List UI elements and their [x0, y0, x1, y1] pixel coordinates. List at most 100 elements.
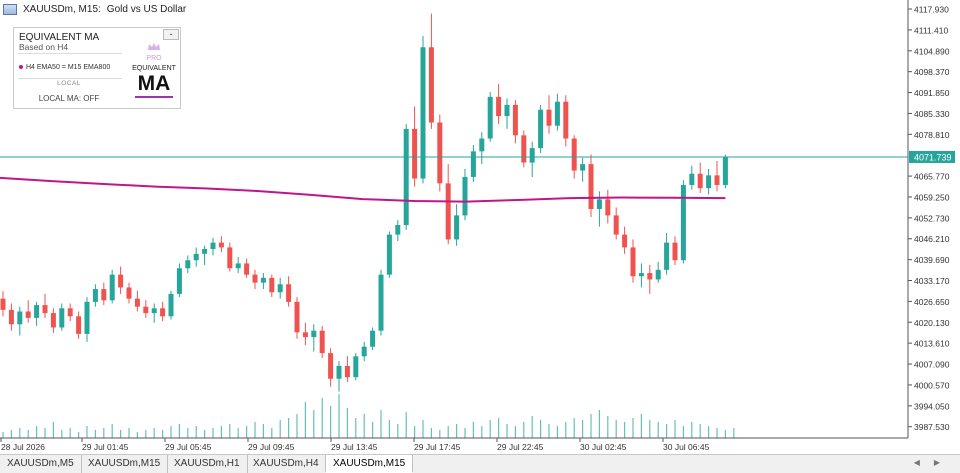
candle-body — [160, 308, 166, 317]
price-tick-label: 3987.530 — [914, 422, 950, 432]
price-tick-label: 4026.650 — [914, 297, 950, 307]
candle-body — [395, 225, 401, 235]
pro-logo: PRO EQUIVALENT MA — [128, 42, 180, 108]
tab-xauusdm-m15-active[interactable]: XAUUSDm,M15 — [325, 455, 414, 473]
candle-body — [353, 356, 359, 378]
candle-body — [370, 330, 376, 347]
candle-body — [59, 308, 65, 328]
candle-body — [479, 138, 485, 152]
price-tick-label: 4098.370 — [914, 67, 950, 77]
time-tick-label: 29 Jul 01:45 — [82, 442, 129, 452]
candle-body — [437, 122, 443, 184]
candle-body — [504, 104, 510, 117]
candle-body — [42, 305, 48, 314]
price-tick-label: 3994.050 — [914, 401, 950, 411]
candle-body — [664, 242, 670, 270]
candle-body — [84, 301, 90, 334]
chart-tabs-bar: XAUUSDm,M5 XAUUSDm,M15 XAUUSDm,H1 XAUUSD… — [0, 454, 960, 473]
price-chart[interactable]: 4071.739 4117.930 4111.410 4104.890 4098.37… — [0, 0, 960, 454]
candle-body — [613, 215, 619, 235]
ema-equivalence-text: H4 EMA50 = M15 EMA800 — [26, 64, 111, 71]
candle-body — [134, 298, 140, 307]
current-price-layer: 4071.739 — [0, 150, 955, 163]
candles — [0, 13, 728, 392]
tab-xauusdm-h4[interactable]: XAUUSDm,H4 — [246, 455, 327, 473]
candle-body — [176, 268, 182, 294]
candle-body — [67, 308, 73, 317]
candle-body — [462, 176, 468, 216]
candle-body — [76, 316, 82, 334]
panel-subtitle: Based on H4 — [19, 42, 69, 52]
tab-xauusdm-m5[interactable]: XAUUSDm,M5 — [0, 455, 82, 473]
window-description: Gold vs US Dollar — [106, 3, 187, 15]
candle-body — [311, 330, 317, 338]
candle-body — [378, 274, 384, 331]
candle-body — [252, 274, 258, 283]
tab-xauusdm-m15[interactable]: XAUUSDm,M15 — [81, 455, 169, 473]
tab-xauusdm-h1[interactable]: XAUUSDm,H1 — [167, 455, 248, 473]
candle-body — [260, 277, 266, 283]
window-symbol: XAUUSDm, M15: — [23, 3, 101, 15]
scroll-right-icon[interactable]: ▶ — [933, 458, 954, 467]
candle-body — [605, 199, 611, 216]
price-tick-label: 4013.610 — [914, 339, 950, 349]
panel-divider — [18, 53, 122, 54]
candle-body — [0, 298, 6, 310]
ema-equivalence-row: H4 EMA50 = M15 EMA800 — [19, 64, 110, 71]
candle-body — [697, 173, 703, 189]
panel-minimize-button[interactable]: - — [163, 29, 179, 40]
candle-body — [118, 274, 124, 288]
candle-body — [328, 353, 334, 379]
candle-body — [596, 199, 602, 209]
time-tick-label: 30 Jul 02:45 — [580, 442, 627, 452]
candle-body — [563, 101, 569, 139]
candle-body — [277, 284, 283, 293]
price-tick-label: 4091.850 — [914, 88, 950, 98]
candle-body — [638, 273, 644, 277]
time-tick-label: 28 Jul 2026 — [1, 442, 45, 452]
candle-body — [554, 101, 560, 126]
candle-body — [706, 175, 712, 189]
chart-window-icon — [3, 3, 17, 15]
candle-body — [571, 138, 577, 171]
candle-body — [50, 313, 56, 328]
price-tick-label: 4020.130 — [914, 318, 950, 328]
candle-body — [8, 309, 14, 325]
candle-body — [109, 274, 115, 301]
candle-body — [496, 96, 502, 117]
time-tick-label: 29 Jul 09:45 — [248, 442, 295, 452]
candle-body — [630, 247, 636, 277]
candle-body — [294, 301, 300, 333]
local-section-label: LOCAL — [57, 80, 81, 87]
candle-body — [25, 311, 31, 318]
candle-body — [403, 128, 409, 226]
price-tick-label: 4059.250 — [914, 192, 950, 202]
candle-body — [151, 308, 157, 314]
price-tick-label: 4085.330 — [914, 109, 950, 119]
candle-body — [538, 109, 544, 149]
candle-body — [580, 164, 586, 171]
candle-body — [185, 260, 191, 269]
candle-body — [17, 311, 23, 325]
logo-underline — [135, 96, 173, 98]
price-tick-label: 4065.770 — [914, 172, 950, 182]
candle-body — [655, 269, 661, 280]
candle-body — [454, 215, 460, 240]
price-tick-label: 4000.570 — [914, 380, 950, 390]
candle-body — [647, 273, 653, 280]
candle-body — [546, 109, 552, 126]
candle-body — [361, 346, 367, 357]
candle-body — [235, 263, 241, 269]
candle-body — [470, 151, 476, 177]
local-ma-status: LOCAL MA: OFF — [38, 94, 100, 103]
candle-body — [412, 128, 418, 179]
scroll-left-icon[interactable]: ◀ — [913, 458, 934, 467]
tab-scroll-arrows: ◀▶ — [914, 458, 954, 467]
candle-body — [344, 365, 350, 378]
candle-body — [92, 289, 98, 302]
price-tick-label: 4117.930 — [914, 5, 949, 15]
logo-pro-text: PRO — [146, 55, 162, 62]
price-tick-label: 4052.730 — [914, 213, 950, 223]
candle-body — [168, 293, 174, 317]
candle-body — [143, 306, 149, 314]
